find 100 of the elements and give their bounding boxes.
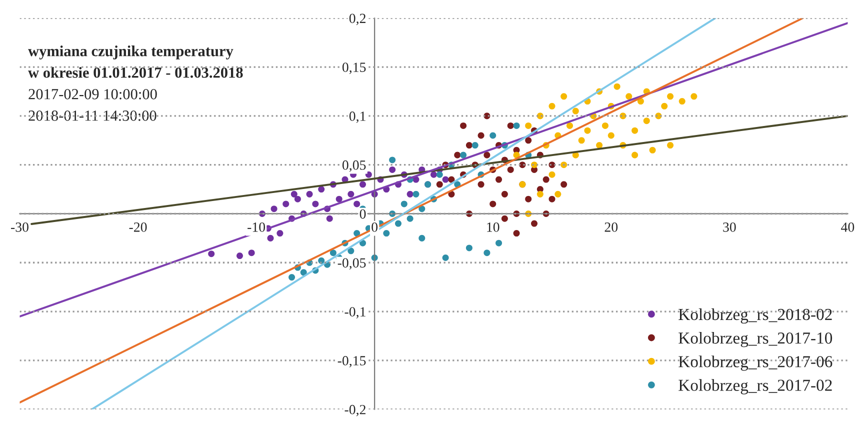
point — [484, 250, 490, 256]
point — [454, 152, 461, 158]
point — [336, 196, 342, 202]
y-tick-label: -0,15 — [338, 356, 366, 368]
point — [513, 230, 520, 237]
point — [442, 176, 449, 183]
point — [236, 252, 243, 260]
point — [208, 250, 215, 258]
point — [466, 244, 472, 252]
point — [406, 190, 414, 198]
point — [513, 122, 520, 129]
y-tick-label: 0,1 — [349, 112, 366, 123]
point — [290, 190, 298, 198]
point — [348, 190, 354, 198]
point — [288, 274, 296, 281]
point — [442, 254, 449, 262]
point — [412, 190, 420, 198]
point — [406, 215, 414, 222]
point — [312, 200, 319, 208]
point — [578, 137, 585, 144]
point — [632, 152, 638, 158]
x-tick-label: 30 — [723, 222, 736, 232]
point — [531, 220, 538, 227]
point — [525, 196, 532, 202]
point — [330, 250, 336, 256]
point — [436, 171, 443, 178]
y-tick-label: 0,05 — [342, 160, 366, 172]
point — [507, 122, 514, 129]
point — [525, 137, 532, 144]
point — [460, 122, 467, 129]
point — [326, 215, 333, 222]
y-tick-label: 0,2 — [349, 14, 366, 26]
x-tick-label: -30 — [10, 222, 28, 232]
point — [643, 118, 650, 124]
point — [566, 122, 573, 129]
point — [554, 190, 562, 198]
point — [294, 196, 301, 202]
point — [430, 171, 437, 178]
y-tick-label: -0,2 — [344, 404, 366, 416]
point — [418, 206, 426, 212]
y-tick-label: -0,05 — [338, 258, 366, 270]
x-tick-label: 0 — [372, 222, 378, 232]
point — [348, 248, 354, 254]
point — [400, 200, 408, 208]
point — [542, 176, 550, 183]
point — [667, 142, 674, 149]
point — [637, 98, 644, 105]
point — [354, 230, 360, 237]
point — [560, 93, 568, 100]
point — [394, 220, 402, 227]
x-tick-label: 10 — [487, 222, 500, 232]
point — [478, 132, 484, 139]
point — [584, 127, 591, 134]
point — [276, 230, 284, 237]
annotation: 2017-02-09 10:00:00 — [28, 89, 157, 100]
point — [490, 200, 496, 208]
x-tick-label: 40 — [841, 222, 854, 232]
point — [466, 142, 472, 149]
point — [690, 93, 698, 100]
point — [496, 176, 502, 183]
point — [507, 166, 514, 173]
point — [270, 206, 278, 212]
legend-label: Kolobrzeg_rs_2018-02 — [678, 308, 832, 324]
point — [649, 146, 656, 154]
point — [560, 181, 568, 188]
point — [548, 171, 556, 178]
point — [614, 83, 620, 90]
annotation: w okresie 01.01.2017 - 01.03.2018 — [28, 67, 243, 78]
point — [560, 162, 568, 168]
point — [389, 156, 396, 164]
y-tick-label: 0,15 — [342, 62, 366, 74]
point — [365, 171, 372, 178]
point — [626, 93, 632, 100]
point — [306, 190, 313, 198]
point — [678, 98, 686, 105]
point — [667, 93, 674, 100]
point — [354, 200, 360, 208]
point — [661, 102, 668, 110]
legend-label: Kolobrzeg_rs_2017-02 — [678, 379, 832, 394]
point — [572, 108, 579, 114]
point — [248, 250, 255, 256]
point — [608, 132, 614, 139]
point — [501, 215, 508, 222]
point — [602, 122, 608, 129]
legend-label: Kolobrzeg_rs_2017-10 — [678, 332, 832, 348]
point — [496, 240, 502, 246]
x-tick-label: -10 — [248, 222, 266, 232]
point — [472, 142, 478, 149]
point — [596, 142, 603, 149]
point — [536, 190, 544, 198]
annotation: 2018-01-11 14:30:00 — [28, 110, 156, 121]
point — [359, 181, 366, 188]
point — [632, 127, 638, 134]
point — [300, 269, 307, 276]
annotation: wymiana czujnika temperatury — [28, 46, 234, 60]
point — [490, 132, 496, 139]
point — [318, 186, 325, 193]
point — [478, 181, 484, 188]
legend-label: Kolobrzeg_rs_2017-06 — [678, 356, 832, 371]
point — [267, 234, 274, 242]
